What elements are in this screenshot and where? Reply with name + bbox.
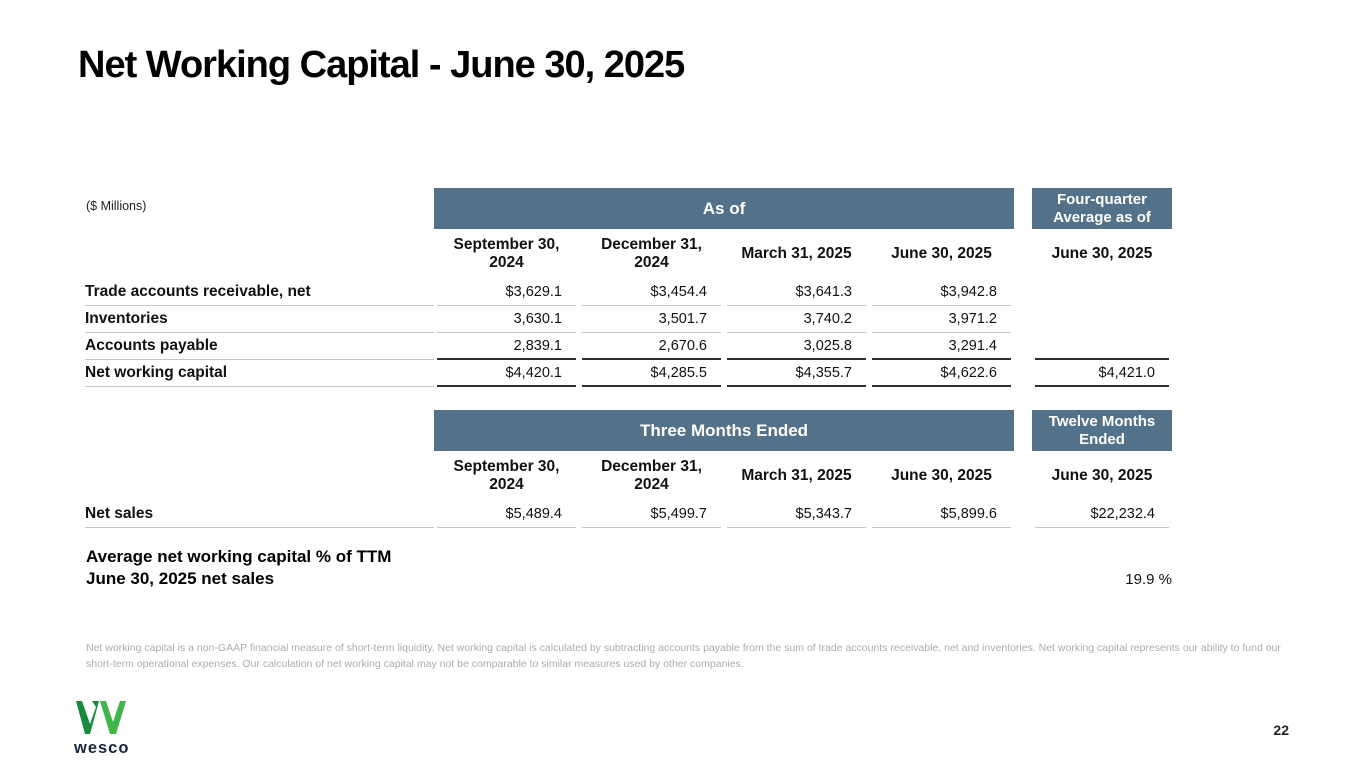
cell-value: $4,622.6	[872, 360, 1011, 387]
cell-value	[1035, 279, 1169, 306]
summary-metric-label: Average net working capital % of TTM Jun…	[86, 547, 392, 589]
table1-col-header: June 30, 2025	[891, 245, 992, 263]
cell-value: $3,641.3	[727, 279, 866, 306]
row-label: Net working capital	[85, 360, 434, 387]
table-row: Accounts payable 2,839.1 2,670.6 3,025.8…	[85, 333, 1172, 360]
cell-value: 3,025.8	[727, 333, 866, 360]
net-working-capital-table: As of Four-quarter Average as of Septemb…	[85, 188, 1172, 387]
row-label: Inventories	[85, 306, 434, 333]
table2-column-header-row: September 30, 2024 December 31, 2024 Mar…	[85, 451, 1172, 501]
table1-col-header: September 30, 2024	[453, 236, 560, 271]
cell-value: $3,629.1	[437, 279, 576, 306]
summary-metric-value: 19.9 %	[1125, 571, 1172, 588]
cell-value: $5,899.6	[872, 501, 1011, 528]
cell-value	[1035, 333, 1169, 360]
cell-value: $4,420.1	[437, 360, 576, 387]
table2-side-col-header: June 30, 2025	[1051, 467, 1153, 485]
cell-value: 2,839.1	[437, 333, 576, 360]
cell-value: $3,454.4	[582, 279, 721, 306]
wesco-logo: wesco	[72, 700, 142, 758]
table1-band-row: As of Four-quarter Average as of	[85, 188, 1172, 229]
table1-side-header: Four-quarter Average as of	[1032, 188, 1172, 229]
wesco-wordmark: wesco	[74, 739, 130, 757]
page-title: Net Working Capital - June 30, 2025	[78, 44, 685, 86]
cell-value: 3,291.4	[872, 333, 1011, 360]
cell-value: $5,499.7	[582, 501, 721, 528]
cell-value: $3,942.8	[872, 279, 1011, 306]
table1-band-spacer	[85, 188, 434, 229]
table2-band-row: Three Months Ended Twelve Months Ended	[85, 410, 1172, 451]
table2-col-header: March 31, 2025	[741, 467, 852, 485]
table2-band-spacer	[85, 410, 434, 451]
table1-column-header-row: September 30, 2024 December 31, 2024 Mar…	[85, 229, 1172, 279]
units-label: ($ Millions)	[86, 199, 147, 213]
table2-group-header: Three Months Ended	[434, 410, 1014, 451]
cell-value: 3,740.2	[727, 306, 866, 333]
table-row: Net sales $5,489.4 $5,499.7 $5,343.7 $5,…	[85, 501, 1172, 528]
table2-side-header: Twelve Months Ended	[1032, 410, 1172, 451]
cell-value: 3,501.7	[582, 306, 721, 333]
cell-value: $5,489.4	[437, 501, 576, 528]
table1-group-header: As of	[434, 188, 1014, 229]
cell-value: $4,355.7	[727, 360, 866, 387]
table1-col-header: December 31, 2024	[601, 236, 702, 271]
table-row: Inventories 3,630.1 3,501.7 3,740.2 3,97…	[85, 306, 1172, 333]
table2-col-header: December 31, 2024	[601, 458, 702, 493]
table2-col-header: June 30, 2025	[891, 467, 992, 485]
cell-value: $4,285.5	[582, 360, 721, 387]
row-label: Accounts payable	[85, 333, 434, 360]
cell-value	[1035, 306, 1169, 333]
page-number: 22	[1273, 722, 1289, 738]
table-row: Trade accounts receivable, net $3,629.1 …	[85, 279, 1172, 306]
cell-value: 2,670.6	[582, 333, 721, 360]
table1-side-col-header: June 30, 2025	[1051, 245, 1153, 263]
cell-value: $5,343.7	[727, 501, 866, 528]
row-label: Trade accounts receivable, net	[85, 279, 434, 306]
table2-col-header: September 30, 2024	[453, 458, 560, 493]
cell-value: $4,421.0	[1035, 360, 1169, 387]
cell-value: $22,232.4	[1035, 501, 1169, 528]
row-label: Net sales	[85, 501, 434, 528]
table-row-total: Net working capital $4,420.1 $4,285.5 $4…	[85, 360, 1172, 387]
net-sales-table: Three Months Ended Twelve Months Ended S…	[85, 410, 1172, 528]
table1-col-header: March 31, 2025	[741, 245, 852, 263]
non-gaap-footnote: Net working capital is a non-GAAP financ…	[86, 642, 1281, 671]
wesco-w-icon	[76, 701, 126, 734]
cell-value: 3,630.1	[437, 306, 576, 333]
cell-value: 3,971.2	[872, 306, 1011, 333]
